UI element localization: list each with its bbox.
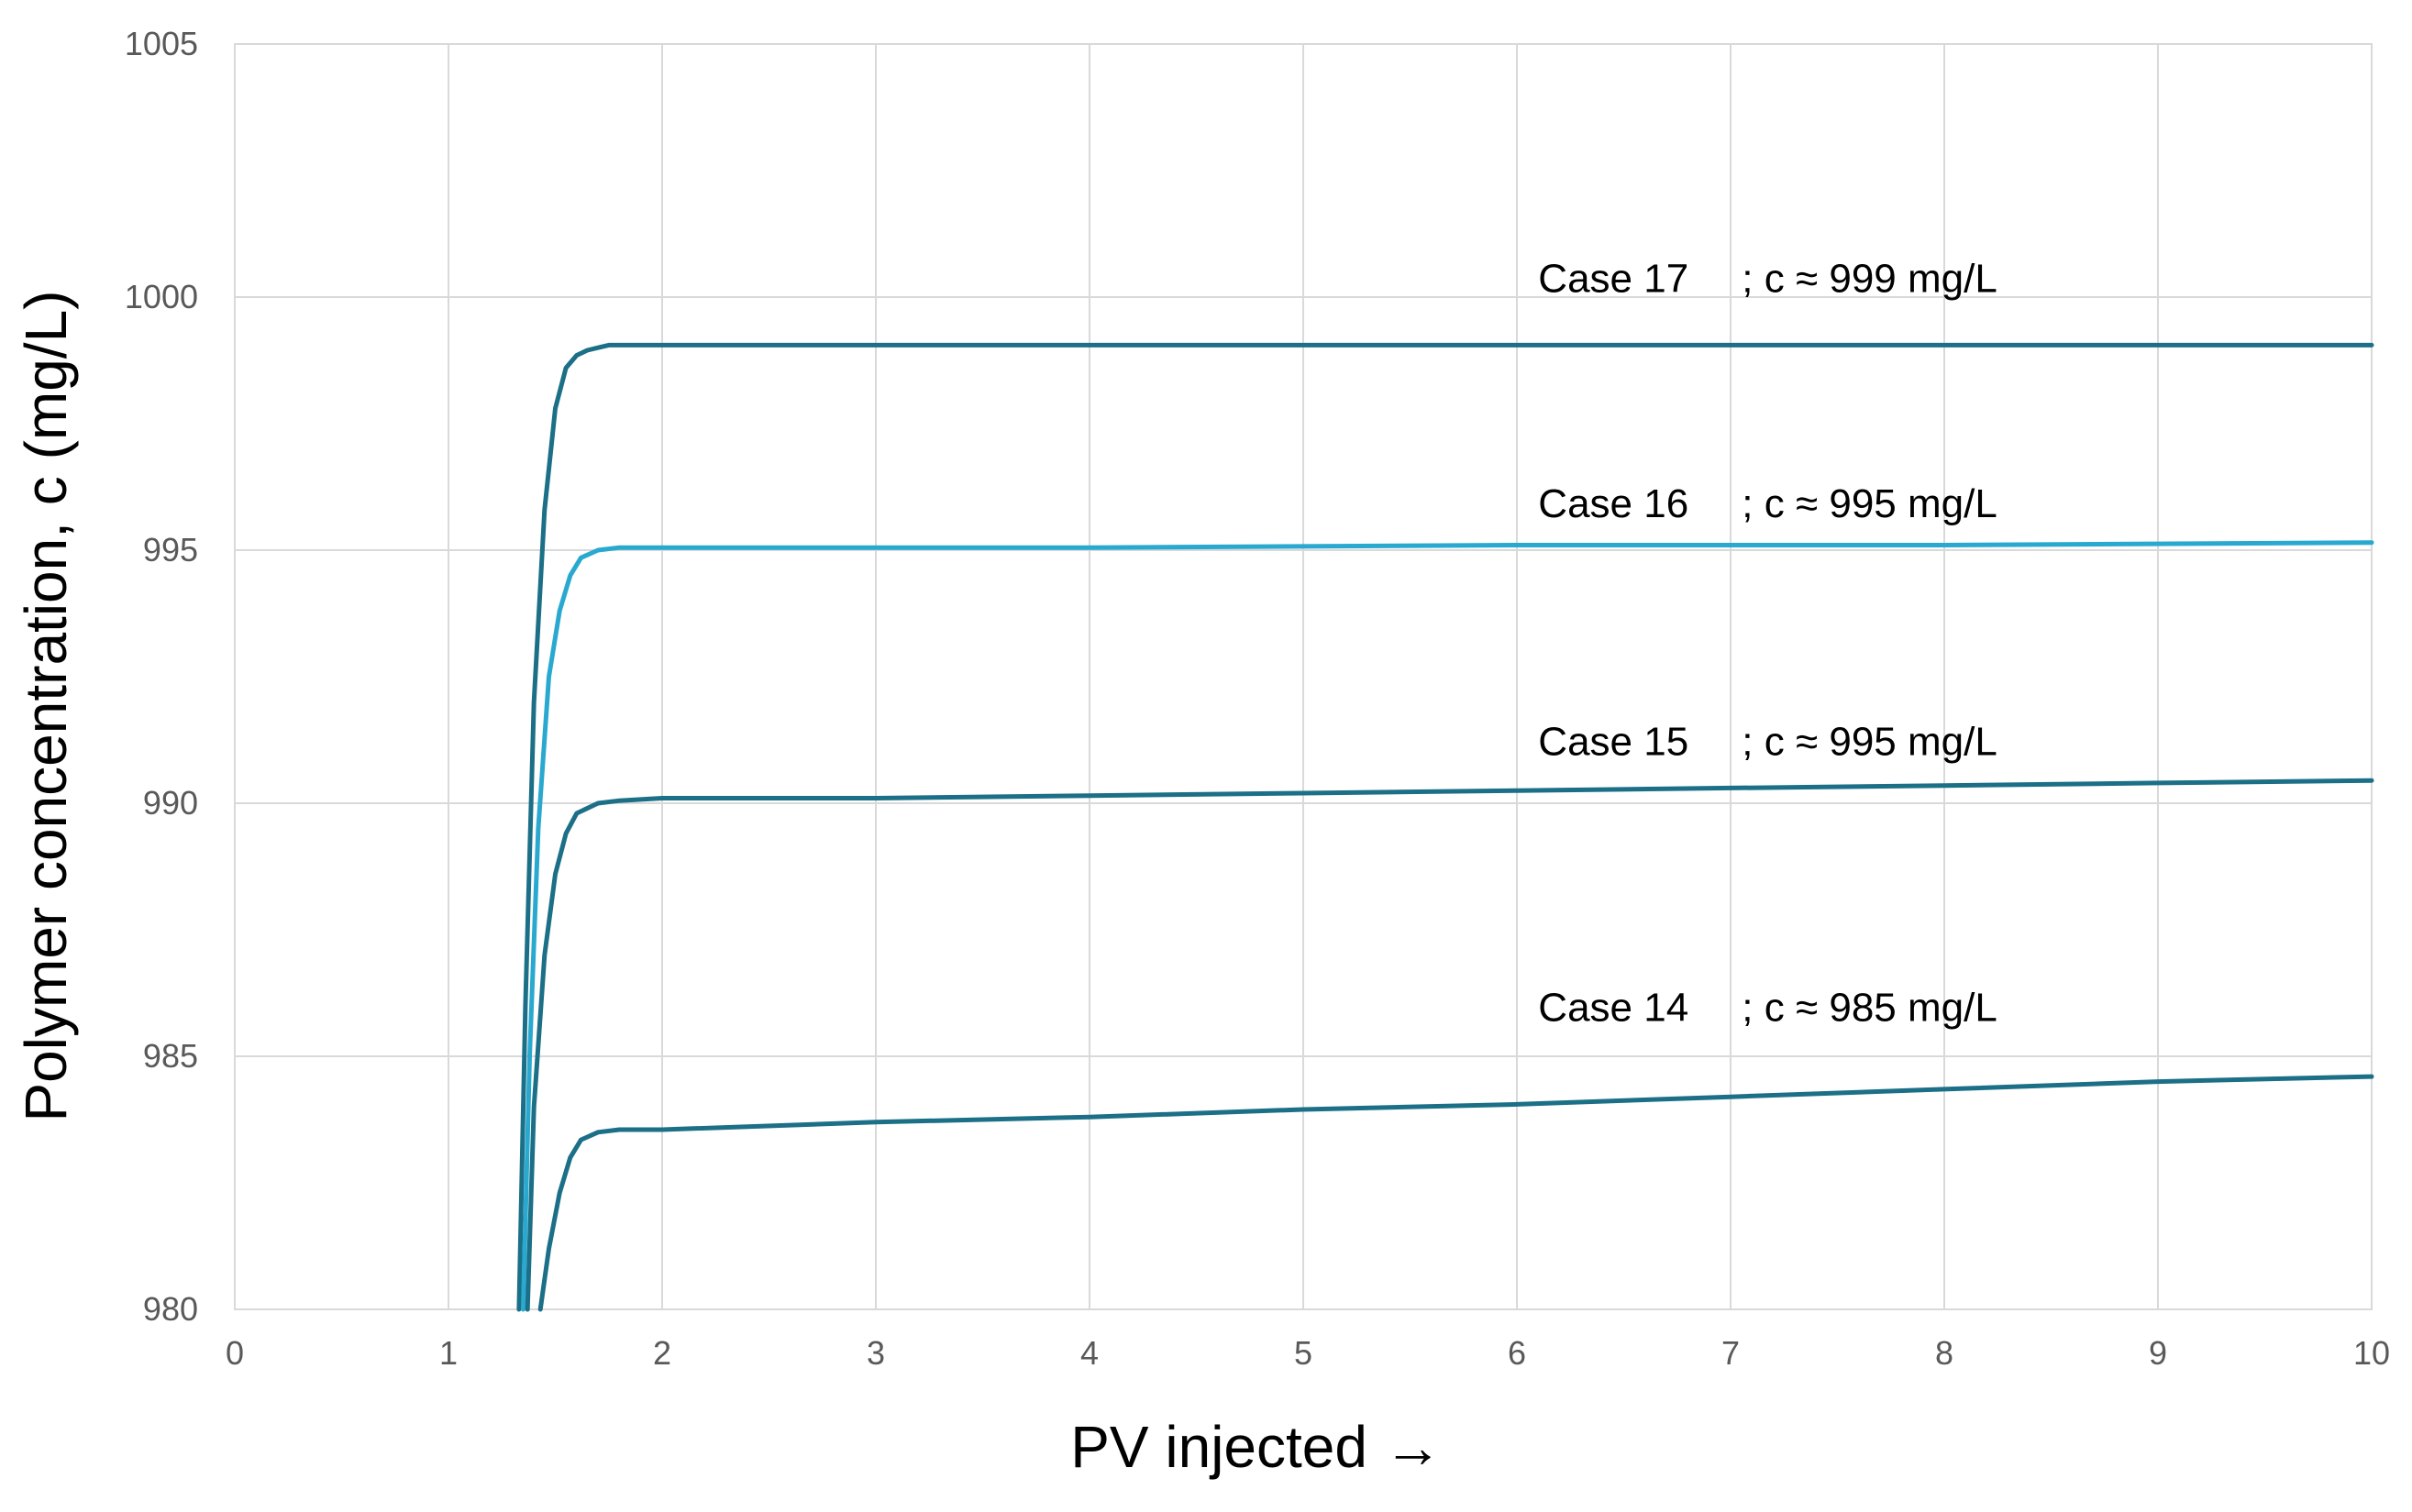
x-tick-label: 7 <box>1721 1334 1740 1372</box>
y-tick-label: 995 <box>143 531 198 568</box>
x-axis-title: PV injected → <box>1070 1414 1443 1480</box>
x-tick-label: 3 <box>867 1334 885 1372</box>
x-tick-label: 0 <box>226 1334 244 1372</box>
annotation-concentration: ; c ≈ 995 mg/L <box>1742 481 1997 526</box>
x-tick-label: 4 <box>1080 1334 1099 1372</box>
annotation-case-label: Case 14 <box>1538 985 1688 1030</box>
annotation-concentration: ; c ≈ 995 mg/L <box>1742 720 1997 765</box>
x-tick-label: 2 <box>653 1334 671 1372</box>
series-line-2 <box>521 540 2374 1312</box>
annotation-concentration: ; c ≈ 999 mg/L <box>1742 256 1997 301</box>
x-tick-label: 9 <box>2149 1334 2167 1372</box>
series-line-1 <box>516 342 2374 1312</box>
y-tick-label: 990 <box>143 784 198 822</box>
x-tick-label: 8 <box>1935 1334 1953 1372</box>
tick-labels: 0 1 2 3 4 5 6 7 8 9 10 980 985 990 995 1000 1005 <box>125 25 2390 1372</box>
x-tick-label: 6 <box>1508 1334 1526 1372</box>
x-tick-label: 5 <box>1294 1334 1312 1372</box>
annotation-case-label: Case 15 <box>1538 720 1688 765</box>
y-axis-title: Polymer concentration, c (mg/L) <box>13 291 79 1122</box>
x-tick-label: 1 <box>439 1334 458 1372</box>
y-tick-label: 980 <box>143 1290 198 1328</box>
y-tick-label: 1000 <box>125 278 198 315</box>
annotation-case-label: Case 17 <box>1538 256 1688 301</box>
x-tick-label: 10 <box>2353 1334 2390 1372</box>
grid <box>234 43 2373 1310</box>
annotation-concentration: ; c ≈ 985 mg/L <box>1742 985 1997 1030</box>
y-tick-label: 1005 <box>125 25 198 62</box>
series-line-4 <box>537 1074 2374 1312</box>
y-tick-label: 985 <box>143 1037 198 1075</box>
annotation-case-label: Case 16 <box>1538 481 1688 526</box>
series-line-3 <box>525 778 2374 1312</box>
annotations: Case 17 ; c ≈ 999 mg/L Case 16 ; c ≈ 995 mg… <box>1538 256 1997 1030</box>
series-group <box>516 342 2374 1312</box>
